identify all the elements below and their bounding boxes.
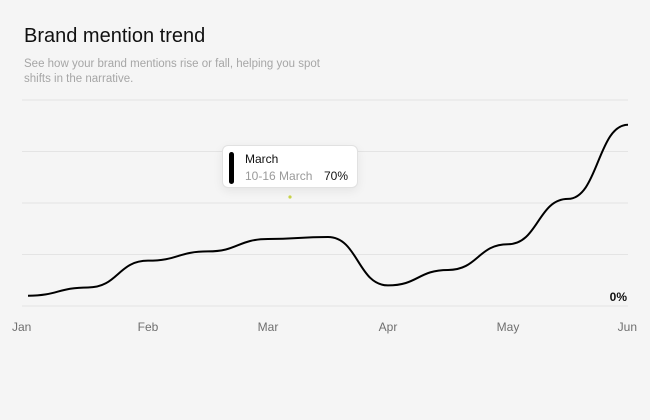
tooltip-date-range: 10-16 March [245, 169, 313, 183]
data-point [566, 196, 571, 201]
x-tick-apr: Apr [379, 320, 398, 334]
hover-point-marker [288, 195, 292, 199]
gridlines [22, 99, 628, 307]
data-point [26, 293, 31, 298]
data-point [146, 258, 151, 263]
end-value-label: 0% [610, 290, 628, 304]
x-tick-jan: Jan [12, 320, 31, 334]
data-point [206, 249, 211, 254]
x-tick-may: May [497, 320, 520, 334]
trend-line-series[interactable] [27, 123, 629, 297]
data-points [26, 122, 631, 298]
x-axis: Jan Feb Mar Apr May Jun [12, 320, 637, 334]
tooltip: March 10-16 March 70% [222, 145, 358, 188]
data-point [386, 283, 391, 288]
data-point [446, 267, 451, 272]
tooltip-title: March [245, 152, 279, 166]
x-tick-jun: Jun [618, 320, 637, 334]
data-point [266, 237, 271, 242]
chart-subtitle: See how your brand mentions rise or fall… [24, 58, 320, 85]
tooltip-series-swatch [229, 152, 234, 184]
data-point [626, 122, 631, 127]
data-point [326, 234, 331, 239]
tooltip-value: 70% [323, 169, 348, 183]
chart-title: Brand mention trend [24, 25, 206, 47]
data-point [86, 285, 91, 290]
x-tick-feb: Feb [138, 320, 159, 334]
x-tick-mar: Mar [258, 320, 279, 334]
data-point [506, 242, 511, 247]
